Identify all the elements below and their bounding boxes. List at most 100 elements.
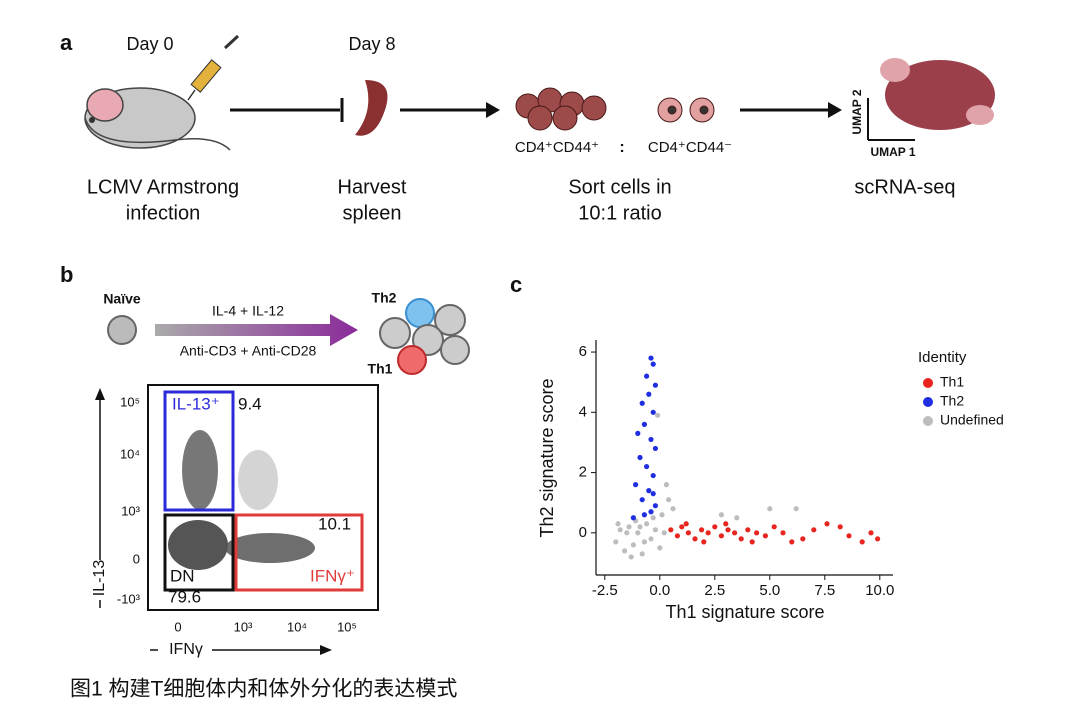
point	[648, 509, 654, 515]
point	[624, 530, 630, 536]
gate-label: IFNγ⁺	[310, 566, 355, 585]
y-tick-label: 10⁵	[120, 394, 140, 409]
gate-percent: 9.4	[238, 394, 262, 413]
population-label: CD4⁺CD44⁺	[515, 139, 599, 156]
point	[628, 554, 634, 560]
point	[824, 521, 830, 527]
legend-label: Th1	[940, 374, 964, 390]
step-label: scRNA-seq	[854, 176, 955, 198]
y-tick-label: 10³	[121, 503, 140, 518]
point	[837, 524, 843, 530]
cell-label: Th2	[372, 290, 397, 306]
point	[652, 527, 659, 533]
y-tick-label: 0	[133, 551, 140, 566]
axis-arrow	[150, 645, 332, 655]
step-label: Harvest	[338, 176, 407, 198]
gate-label: DN	[170, 566, 195, 585]
point	[637, 524, 643, 530]
gate	[234, 513, 364, 592]
axis-label: UMAP 2	[850, 89, 864, 134]
cells-icon	[379, 298, 470, 375]
caption: 图1 构建T细胞体内和体外分化的表达模式	[70, 678, 457, 701]
point	[641, 512, 648, 518]
arrow	[740, 102, 842, 118]
x-tick-label: 0.0	[649, 582, 670, 599]
point	[718, 512, 725, 518]
mouse-icon	[84, 87, 231, 151]
point	[800, 536, 806, 542]
point	[762, 533, 769, 539]
arrow	[155, 314, 358, 346]
axis-label: UMAP 1	[870, 145, 915, 159]
point	[613, 539, 619, 545]
spleen-icon	[355, 80, 388, 136]
step-label: Sort cells in	[568, 176, 671, 198]
x-tick-label: 7.5	[814, 582, 835, 599]
point	[666, 497, 672, 503]
point	[622, 548, 628, 554]
point	[661, 530, 667, 536]
point	[650, 472, 656, 479]
point	[674, 533, 681, 539]
point	[732, 530, 738, 536]
point	[659, 512, 665, 518]
umap-icon	[867, 58, 995, 141]
flow-density	[168, 430, 315, 570]
gate	[163, 513, 235, 592]
point	[637, 454, 643, 461]
point	[663, 482, 670, 488]
point	[718, 533, 725, 539]
axis-arrow	[95, 388, 105, 608]
point	[754, 530, 760, 536]
panel-label: a	[60, 30, 73, 55]
step-label: infection	[126, 202, 201, 224]
point	[615, 521, 621, 527]
legend-swatch	[923, 378, 933, 388]
x-tick-label: 10⁴	[287, 619, 307, 634]
point	[789, 539, 795, 545]
point	[635, 530, 641, 536]
condition-label: IL-4 + IL-12	[212, 303, 284, 319]
plot-frame	[147, 384, 379, 611]
gate-percent: 79.6	[168, 587, 201, 606]
x-tick-label: 10³	[234, 619, 253, 634]
syringe-icon	[187, 34, 240, 101]
y-tick-label: -10³	[117, 591, 141, 606]
point	[644, 521, 650, 527]
step-label: 10:1 ratio	[578, 202, 661, 224]
step-label: spleen	[343, 202, 402, 224]
point	[780, 530, 786, 536]
point	[685, 530, 692, 536]
point	[679, 524, 685, 530]
day-label: Day 0	[126, 34, 173, 54]
point	[648, 355, 654, 361]
y-tick-label: 2	[579, 464, 587, 481]
y-tick-label: 0	[579, 524, 587, 541]
cell-icon	[107, 315, 137, 345]
point	[657, 545, 663, 551]
point	[617, 527, 623, 533]
point	[668, 527, 674, 533]
point	[734, 515, 740, 521]
step-label: LCMV Armstrong	[87, 176, 239, 198]
point	[646, 391, 652, 397]
gate-percent: 10.1	[318, 514, 351, 533]
arrow	[230, 98, 344, 122]
point	[635, 430, 641, 436]
point	[738, 536, 744, 542]
point	[725, 527, 731, 533]
panel-label: c	[510, 272, 522, 297]
point	[652, 503, 659, 509]
point	[648, 536, 654, 542]
cell-label: Naïve	[103, 291, 141, 307]
cell-label: Th1	[368, 361, 393, 377]
point	[652, 445, 659, 452]
axis-label: Th1 signature score	[665, 602, 824, 622]
point	[699, 527, 705, 533]
arrow	[400, 102, 500, 118]
axis-label: IFNγ	[169, 641, 203, 658]
point	[630, 515, 637, 521]
population-label: CD4⁺CD44⁻	[648, 139, 732, 156]
ratio-separator: :	[619, 139, 624, 156]
x-tick-label: 5.0	[759, 582, 780, 599]
